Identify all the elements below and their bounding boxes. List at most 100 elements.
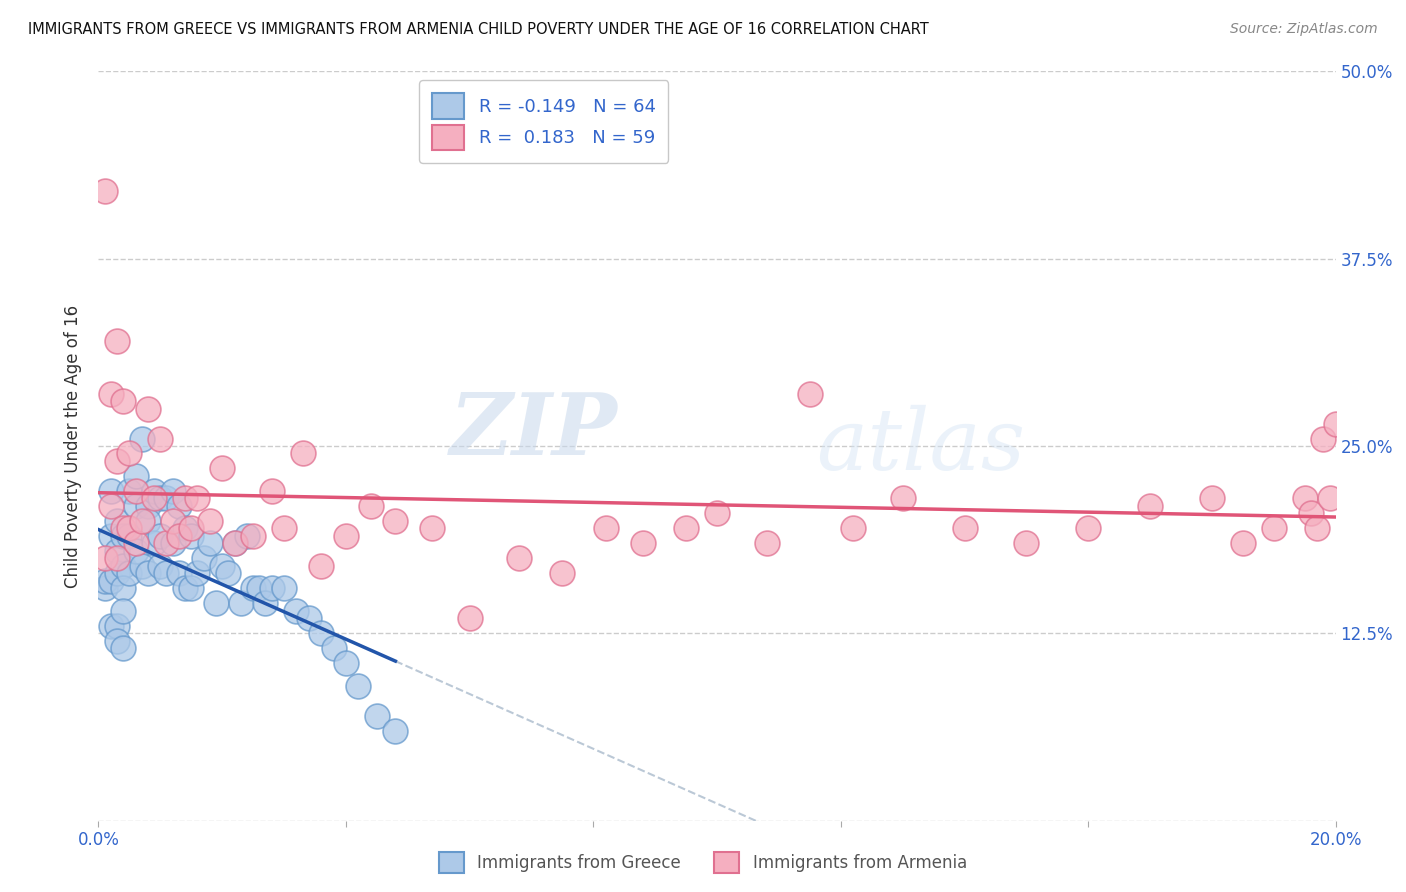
Point — [174, 582, 197, 596]
Point — [118, 483, 141, 498]
Y-axis label: Child Poverty Under the Age of 16: Child Poverty Under the Age of 16 — [65, 304, 83, 588]
Point — [335, 529, 357, 543]
Point — [100, 574, 122, 588]
Point — [131, 514, 153, 528]
Point — [309, 626, 332, 640]
Point — [953, 521, 976, 535]
Point — [124, 469, 146, 483]
Point — [260, 582, 283, 596]
Point — [211, 558, 233, 573]
Point — [124, 536, 146, 550]
Point — [551, 566, 574, 581]
Point — [186, 566, 208, 581]
Point — [93, 184, 115, 198]
Point — [105, 633, 128, 648]
Point — [112, 394, 135, 409]
Point — [118, 566, 141, 581]
Point — [384, 723, 406, 738]
Point — [631, 536, 654, 550]
Point — [105, 454, 128, 468]
Point — [136, 401, 159, 416]
Point — [136, 514, 159, 528]
Point — [149, 529, 172, 543]
Point — [1312, 432, 1334, 446]
Point — [799, 386, 821, 401]
Point — [706, 507, 728, 521]
Point — [273, 521, 295, 535]
Point — [242, 582, 264, 596]
Point — [167, 529, 190, 543]
Point — [1139, 499, 1161, 513]
Text: ZIP: ZIP — [450, 389, 619, 473]
Point — [273, 582, 295, 596]
Point — [124, 483, 146, 498]
Point — [236, 529, 259, 543]
Point — [112, 582, 135, 596]
Point — [1263, 521, 1285, 535]
Point — [180, 529, 202, 543]
Text: IMMIGRANTS FROM GREECE VS IMMIGRANTS FROM ARMENIA CHILD POVERTY UNDER THE AGE OF: IMMIGRANTS FROM GREECE VS IMMIGRANTS FRO… — [28, 22, 929, 37]
Point — [100, 386, 122, 401]
Point — [180, 521, 202, 535]
Point — [105, 551, 128, 566]
Point — [162, 483, 184, 498]
Point — [93, 582, 115, 596]
Point — [755, 536, 778, 550]
Point — [93, 574, 115, 588]
Point — [595, 521, 617, 535]
Point — [1306, 521, 1329, 535]
Point — [1324, 417, 1347, 431]
Point — [335, 657, 357, 671]
Point — [93, 551, 115, 566]
Point — [105, 544, 128, 558]
Point — [247, 582, 270, 596]
Point — [105, 514, 128, 528]
Point — [105, 566, 128, 581]
Point — [167, 499, 190, 513]
Point — [309, 558, 332, 573]
Point — [291, 446, 314, 460]
Point — [143, 536, 166, 550]
Point — [155, 536, 177, 550]
Point — [124, 544, 146, 558]
Point — [675, 521, 697, 535]
Point — [891, 491, 914, 506]
Legend: Immigrants from Greece, Immigrants from Armenia: Immigrants from Greece, Immigrants from … — [432, 846, 974, 880]
Point — [422, 521, 444, 535]
Point — [1015, 536, 1038, 550]
Point — [118, 446, 141, 460]
Point — [162, 514, 184, 528]
Point — [174, 491, 197, 506]
Point — [118, 529, 141, 543]
Point — [217, 566, 239, 581]
Legend: R = -0.149   N = 64, R =  0.183   N = 59: R = -0.149 N = 64, R = 0.183 N = 59 — [419, 80, 668, 163]
Point — [174, 521, 197, 535]
Point — [143, 483, 166, 498]
Point — [198, 514, 221, 528]
Point — [1232, 536, 1254, 550]
Point — [1201, 491, 1223, 506]
Point — [298, 611, 321, 625]
Point — [112, 529, 135, 543]
Point — [100, 483, 122, 498]
Point — [347, 679, 370, 693]
Point — [211, 461, 233, 475]
Point — [186, 491, 208, 506]
Point — [1294, 491, 1316, 506]
Point — [112, 604, 135, 618]
Point — [124, 499, 146, 513]
Text: Source: ZipAtlas.com: Source: ZipAtlas.com — [1230, 22, 1378, 37]
Point — [155, 566, 177, 581]
Point — [224, 536, 246, 550]
Point — [143, 491, 166, 506]
Point — [149, 558, 172, 573]
Point — [458, 611, 481, 625]
Point — [131, 432, 153, 446]
Point — [1319, 491, 1341, 506]
Point — [180, 582, 202, 596]
Point — [105, 619, 128, 633]
Point — [100, 499, 122, 513]
Point — [1299, 507, 1322, 521]
Point — [100, 619, 122, 633]
Point — [205, 596, 228, 610]
